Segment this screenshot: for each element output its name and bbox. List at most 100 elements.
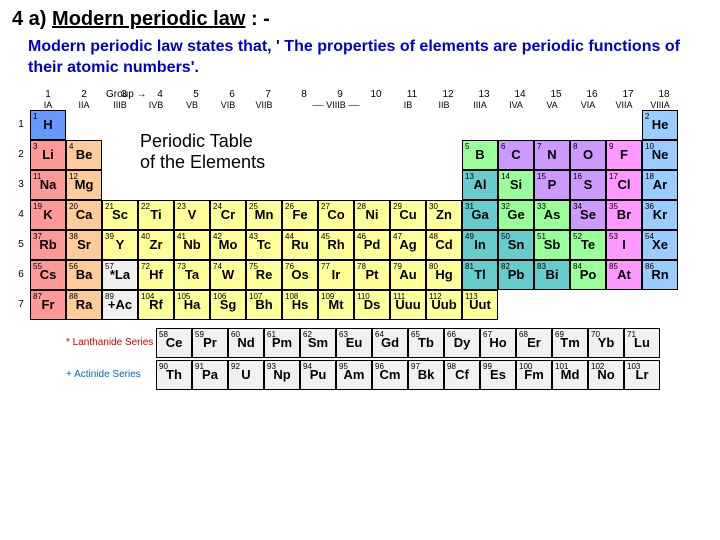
atomic-number: 30: [429, 202, 438, 211]
group-roman: VIIA: [606, 100, 642, 110]
atomic-number: 31: [465, 202, 474, 211]
element-cell: 109Mt: [318, 290, 354, 320]
element-cell: 86Rn: [642, 260, 678, 290]
element-symbol: Fe: [292, 207, 307, 222]
atomic-number: 100: [519, 362, 532, 371]
element-symbol: Yb: [598, 335, 615, 350]
element-cell: 112Uub: [426, 290, 462, 320]
group-num: 5: [178, 89, 214, 100]
element-cell: 30Zn: [426, 200, 462, 230]
element-cell: 59Pr: [192, 328, 228, 358]
element-cell: 55Cs: [30, 260, 66, 290]
element-cell: 27Co: [318, 200, 354, 230]
atomic-number: 63: [339, 330, 348, 339]
atomic-number: 66: [447, 330, 456, 339]
element-cell: 16S: [570, 170, 606, 200]
atomic-number: 14: [501, 172, 510, 181]
element-cell: 18Ar: [642, 170, 678, 200]
element-cell: 51Sb: [534, 230, 570, 260]
atomic-number: 110: [357, 292, 370, 301]
atomic-number: 73: [177, 262, 186, 271]
element-cell: 52Te: [570, 230, 606, 260]
group-roman-row: IAIIAIIIBIVBVBVIBVIIB── VIIIB ──IBIIBIII…: [30, 100, 708, 110]
element-cell: 24Cr: [210, 200, 246, 230]
group-number-row: 12Group →3456789101112131415161718: [30, 89, 708, 100]
element-cell: 38Sr: [66, 230, 102, 260]
element-symbol: Hf: [149, 267, 163, 282]
element-cell: 14Si: [498, 170, 534, 200]
element-cell: 7N: [534, 140, 570, 170]
atomic-number: 83: [537, 262, 546, 271]
element-cell: 96Cm: [372, 360, 408, 390]
period-number: 3: [12, 170, 30, 200]
element-cell: 84Po: [570, 260, 606, 290]
atomic-number: 10: [645, 142, 654, 151]
element-cell: 10Ne: [642, 140, 678, 170]
element-cell: 92U: [228, 360, 264, 390]
atomic-number: 49: [465, 232, 474, 241]
element-symbol: H: [43, 117, 52, 132]
element-cell: 56Ba: [66, 260, 102, 290]
element-cell: 72Hf: [138, 260, 174, 290]
atomic-number: 11: [33, 172, 41, 181]
element-symbol: Ir: [332, 267, 341, 282]
element-cell: 54Xe: [642, 230, 678, 260]
group-roman: IVA: [498, 100, 534, 110]
atomic-number: 24: [213, 202, 222, 211]
element-cell: 80Hg: [426, 260, 462, 290]
lanthanide-label: * Lanthanide Series: [66, 328, 156, 358]
element-cell: 97Bk: [408, 360, 444, 390]
heading-prefix: 4 a): [12, 8, 52, 30]
element-symbol: Cr: [221, 207, 235, 222]
element-symbol: Si: [510, 177, 522, 192]
element-symbol: Pd: [364, 237, 381, 252]
element-cell: 11Na: [30, 170, 66, 200]
period-row: 655Cs56Ba57*La72Hf73Ta74W75Re76Os77Ir78P…: [12, 260, 708, 290]
atomic-number: 113: [465, 292, 478, 301]
element-cell: 5B: [462, 140, 498, 170]
element-cell: 9F: [606, 140, 642, 170]
element-cell: 99Es: [480, 360, 516, 390]
element-symbol: Tc: [257, 237, 271, 252]
atomic-number: 107: [249, 292, 262, 301]
atomic-number: 78: [357, 262, 366, 271]
atomic-number: 46: [357, 232, 366, 241]
period-number: 4: [12, 200, 30, 230]
group-num: 2: [66, 89, 102, 100]
title-line-2: of the Elements: [140, 152, 265, 173]
atomic-number: 81: [465, 262, 474, 271]
page-heading: 4 a) Modern periodic law : -: [12, 8, 708, 31]
atomic-number: 96: [375, 362, 384, 371]
atomic-number: 62: [303, 330, 312, 339]
element-cell: 81Tl: [462, 260, 498, 290]
element-cell: 41Nb: [174, 230, 210, 260]
atomic-number: 6: [501, 142, 505, 151]
element-cell: 4Be: [66, 140, 102, 170]
element-cell: 82Pb: [498, 260, 534, 290]
atomic-number: 51: [537, 232, 546, 241]
element-cell: 110Ds: [354, 290, 390, 320]
element-cell: 75Re: [246, 260, 282, 290]
atomic-number: 16: [573, 172, 582, 181]
element-symbol: Es: [490, 367, 506, 382]
atomic-number: 17: [609, 172, 618, 181]
atomic-number: 56: [69, 262, 78, 271]
atomic-number: 21: [105, 202, 114, 211]
atomic-number: 8: [573, 142, 577, 151]
element-cell: 62Sm: [300, 328, 336, 358]
element-cell: 13Al: [462, 170, 498, 200]
element-symbol: Bk: [418, 367, 435, 382]
element-symbol: W: [222, 267, 234, 282]
atomic-number: 106: [213, 292, 226, 301]
element-symbol: Pb: [508, 267, 525, 282]
element-cell: 28Ni: [354, 200, 390, 230]
element-cell: 22Ti: [138, 200, 174, 230]
actinide-label: + Actinide Series: [66, 360, 156, 390]
atomic-number: 25: [249, 202, 258, 211]
element-symbol: Tb: [418, 335, 434, 350]
atomic-number: 75: [249, 262, 258, 271]
atomic-number: 72: [141, 262, 150, 271]
atomic-number: 95: [339, 362, 348, 371]
period-row: 537Rb38Sr39Y40Zr41Nb42Mo43Tc44Ru45Rh46Pd…: [12, 230, 708, 260]
atomic-number: 65: [411, 330, 420, 339]
